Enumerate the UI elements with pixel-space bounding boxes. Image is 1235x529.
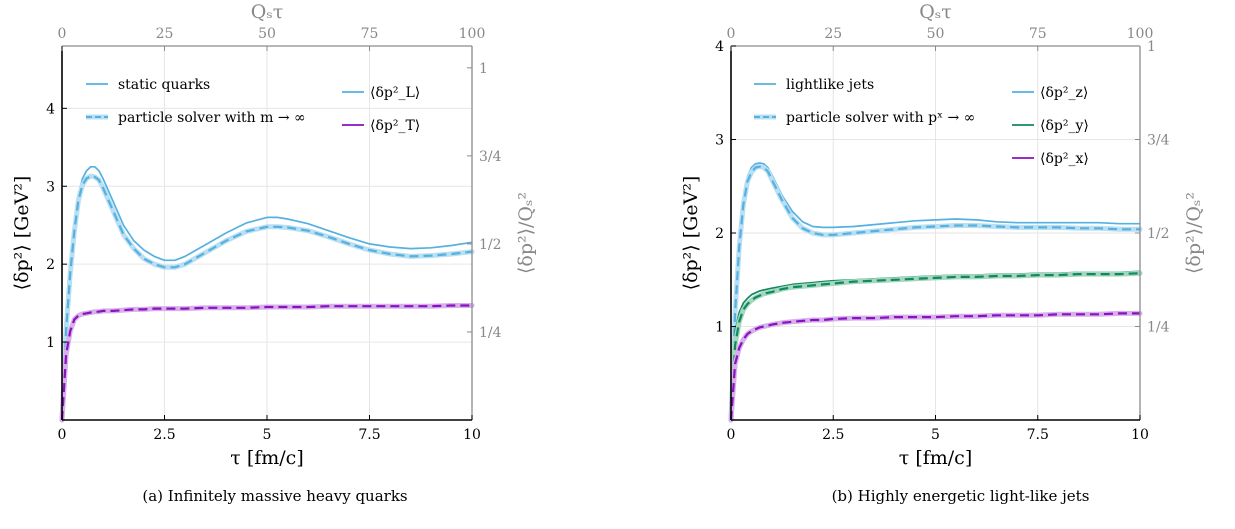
top-tick-label: 0: [727, 26, 736, 42]
series-line-dashed: [729, 272, 1141, 421]
right-tick-label: 1: [1147, 39, 1156, 55]
chart-panel-a: 0 2.5 5 7.5 10 1 2 3 4 0 25 50 75 100 1/4 1/2 3/4 1 τ [fm/…: [11, 1, 537, 505]
y-tick-label: 3: [715, 133, 724, 149]
right-axis-label: ⟨δp²⟩/Qₛ²: [1183, 192, 1205, 274]
series-band: [728, 164, 1143, 423]
top-tick-label: 25: [824, 26, 842, 42]
right-tick-label: 1: [479, 61, 488, 77]
x-tick-label: 7.5: [1027, 427, 1049, 443]
series-line-dashed: [60, 174, 473, 421]
top-tick-label: 50: [927, 26, 945, 42]
legend-components: ⟨δp²_z⟩ ⟨δp²_y⟩ ⟨δp²_x⟩: [1012, 85, 1089, 167]
series-line-dashed: [729, 312, 1140, 421]
legend-component-label: ⟨δp²_L⟩: [370, 85, 420, 101]
y-tick-label: 4: [715, 39, 724, 55]
legend-component-label: ⟨δp²_T⟩: [370, 118, 420, 134]
legend-components: ⟨δp²_L⟩ ⟨δp²_T⟩: [342, 85, 420, 134]
legend-methods: static quarks particle solver with m → ∞: [86, 77, 306, 126]
y-tick-label: 2: [46, 257, 55, 273]
top-tick-label: 75: [361, 26, 379, 42]
right-tick-label: 1/4: [479, 325, 502, 341]
top-tick-label: 100: [1127, 26, 1154, 42]
y-tick-label: 3: [46, 179, 55, 195]
grid: [730, 45, 1141, 420]
x-tick-label: 10: [1131, 427, 1149, 443]
y-axis-label: ⟨δp²⟩ [GeV²]: [11, 176, 33, 291]
top-tick-label: 100: [459, 26, 486, 42]
legend-component-label: ⟨δp²_y⟩: [1040, 118, 1089, 134]
series-line-solid: [730, 162, 1140, 421]
right-tick-label: 3/4: [479, 149, 502, 165]
series-line-solid: [61, 165, 473, 421]
y-tick-label: 1: [715, 320, 724, 336]
x-axis-label: τ [fm/c]: [899, 447, 972, 469]
figure-caption: (b) Highly energetic light-like jets: [832, 487, 1090, 505]
x-tick-label: 2.5: [822, 427, 844, 443]
x-tick-label: 0: [58, 427, 67, 443]
top-tick-label: 0: [58, 26, 67, 42]
right-tick-label: 3/4: [1147, 133, 1170, 149]
right-tick-label: 1/2: [479, 237, 502, 253]
y-tick-label: 4: [46, 101, 55, 117]
top-axis-label: Qₛτ: [251, 1, 284, 23]
y-axis-label: ⟨δp²⟩ [GeV²]: [680, 176, 702, 291]
x-tick-label: 10: [463, 427, 481, 443]
right-tick-label: 1/2: [1147, 226, 1170, 242]
y-tick-label: 1: [46, 335, 55, 351]
x-tick-label: 2.5: [153, 427, 175, 443]
legend-dashed-label: particle solver with pˣ → ∞: [786, 110, 975, 126]
top-tick-label: 25: [156, 26, 174, 42]
x-tick-label: 7.5: [358, 427, 380, 443]
legend-methods: lightlike jets particle solver with pˣ → …: [754, 77, 975, 126]
legend-component-label: ⟨δp²_x⟩: [1040, 151, 1089, 167]
x-tick-label: 0: [727, 427, 736, 443]
right-tick-label: 1/4: [1147, 320, 1170, 336]
top-tick-label: 50: [258, 26, 276, 42]
legend-component-label: ⟨δp²_z⟩: [1040, 85, 1088, 101]
series-group: [728, 162, 1143, 423]
top-tick-label: 75: [1029, 26, 1047, 42]
y-tick-label: 2: [715, 226, 724, 242]
x-axis-label: τ [fm/c]: [230, 447, 303, 469]
x-tick-label: 5: [263, 427, 272, 443]
figure-caption: (a) Infinitely massive heavy quarks: [142, 487, 407, 505]
legend-solid-label: static quarks: [118, 77, 210, 93]
series-group: [59, 165, 475, 423]
legend-dashed-label: particle solver with m → ∞: [118, 110, 306, 126]
legend-solid-label: lightlike jets: [786, 77, 874, 93]
x-tick-label: 5: [931, 427, 940, 443]
top-axis-label: Qₛτ: [919, 1, 952, 23]
series-line-dashed: [60, 304, 472, 421]
right-axis-label: ⟨δp²⟩/Qₛ²: [515, 192, 537, 274]
